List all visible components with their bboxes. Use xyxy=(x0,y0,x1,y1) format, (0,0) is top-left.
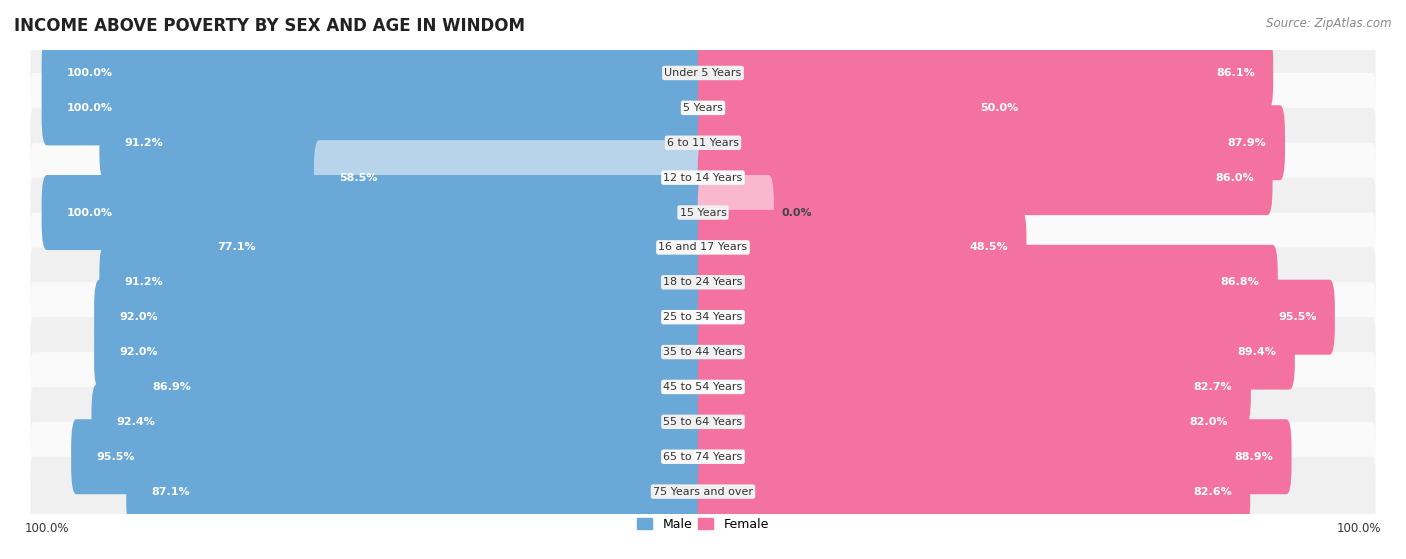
FancyBboxPatch shape xyxy=(697,140,1272,215)
Text: 89.4%: 89.4% xyxy=(1237,347,1277,357)
Text: 0.0%: 0.0% xyxy=(782,207,813,217)
Text: 16 and 17 Years: 16 and 17 Years xyxy=(658,243,748,253)
Text: INCOME ABOVE POVERTY BY SEX AND AGE IN WINDOM: INCOME ABOVE POVERTY BY SEX AND AGE IN W… xyxy=(14,17,524,35)
Text: 35 to 44 Years: 35 to 44 Years xyxy=(664,347,742,357)
Text: 55 to 64 Years: 55 to 64 Years xyxy=(664,417,742,427)
FancyBboxPatch shape xyxy=(697,35,1274,111)
Text: 87.1%: 87.1% xyxy=(152,486,190,496)
Text: 5 Years: 5 Years xyxy=(683,103,723,113)
FancyBboxPatch shape xyxy=(31,352,1375,422)
FancyBboxPatch shape xyxy=(42,175,709,250)
FancyBboxPatch shape xyxy=(697,315,1295,390)
FancyBboxPatch shape xyxy=(191,210,709,285)
FancyBboxPatch shape xyxy=(42,35,709,111)
Text: 100.0%: 100.0% xyxy=(66,68,112,78)
FancyBboxPatch shape xyxy=(697,385,1246,459)
FancyBboxPatch shape xyxy=(697,210,1026,285)
FancyBboxPatch shape xyxy=(314,140,709,215)
Text: 92.0%: 92.0% xyxy=(120,312,157,322)
Text: 77.1%: 77.1% xyxy=(217,243,256,253)
FancyBboxPatch shape xyxy=(94,315,709,390)
Text: 86.1%: 86.1% xyxy=(1216,68,1254,78)
Text: Source: ZipAtlas.com: Source: ZipAtlas.com xyxy=(1267,17,1392,30)
FancyBboxPatch shape xyxy=(91,385,709,459)
Text: 15 Years: 15 Years xyxy=(679,207,727,217)
Legend: Male, Female: Male, Female xyxy=(633,513,773,536)
Text: 65 to 74 Years: 65 to 74 Years xyxy=(664,452,742,462)
FancyBboxPatch shape xyxy=(31,317,1375,387)
Text: 92.0%: 92.0% xyxy=(120,347,157,357)
FancyBboxPatch shape xyxy=(31,73,1375,143)
Text: 48.5%: 48.5% xyxy=(970,243,1008,253)
FancyBboxPatch shape xyxy=(31,387,1375,457)
FancyBboxPatch shape xyxy=(31,143,1375,212)
Text: 88.9%: 88.9% xyxy=(1234,452,1274,462)
FancyBboxPatch shape xyxy=(697,245,1278,320)
FancyBboxPatch shape xyxy=(697,175,773,250)
Text: 86.0%: 86.0% xyxy=(1216,173,1254,183)
FancyBboxPatch shape xyxy=(128,349,709,424)
Text: 95.5%: 95.5% xyxy=(96,452,135,462)
FancyBboxPatch shape xyxy=(31,38,1375,108)
FancyBboxPatch shape xyxy=(697,280,1334,354)
FancyBboxPatch shape xyxy=(31,422,1375,491)
Text: 100.0%: 100.0% xyxy=(66,207,112,217)
Text: 86.8%: 86.8% xyxy=(1220,277,1260,287)
FancyBboxPatch shape xyxy=(697,454,1250,529)
FancyBboxPatch shape xyxy=(31,212,1375,282)
FancyBboxPatch shape xyxy=(697,105,1285,180)
Text: 91.2%: 91.2% xyxy=(124,138,163,148)
Text: 75 Years and over: 75 Years and over xyxy=(652,486,754,496)
Text: 82.6%: 82.6% xyxy=(1194,486,1232,496)
FancyBboxPatch shape xyxy=(697,419,1292,494)
FancyBboxPatch shape xyxy=(72,419,709,494)
Text: 50.0%: 50.0% xyxy=(980,103,1018,113)
Text: 25 to 34 Years: 25 to 34 Years xyxy=(664,312,742,322)
FancyBboxPatch shape xyxy=(31,282,1375,352)
FancyBboxPatch shape xyxy=(94,280,709,354)
Text: 45 to 54 Years: 45 to 54 Years xyxy=(664,382,742,392)
FancyBboxPatch shape xyxy=(697,70,1036,145)
FancyBboxPatch shape xyxy=(697,349,1251,424)
Text: 58.5%: 58.5% xyxy=(339,173,377,183)
Text: Under 5 Years: Under 5 Years xyxy=(665,68,741,78)
FancyBboxPatch shape xyxy=(100,245,709,320)
Text: 86.9%: 86.9% xyxy=(152,382,191,392)
FancyBboxPatch shape xyxy=(42,70,709,145)
Text: 92.4%: 92.4% xyxy=(117,417,155,427)
Text: 82.7%: 82.7% xyxy=(1194,382,1233,392)
FancyBboxPatch shape xyxy=(127,454,709,529)
Text: 18 to 24 Years: 18 to 24 Years xyxy=(664,277,742,287)
FancyBboxPatch shape xyxy=(31,108,1375,178)
Text: 87.9%: 87.9% xyxy=(1227,138,1267,148)
FancyBboxPatch shape xyxy=(31,457,1375,527)
Text: 95.5%: 95.5% xyxy=(1278,312,1316,322)
Text: 100.0%: 100.0% xyxy=(66,103,112,113)
Text: 12 to 14 Years: 12 to 14 Years xyxy=(664,173,742,183)
Text: 6 to 11 Years: 6 to 11 Years xyxy=(666,138,740,148)
FancyBboxPatch shape xyxy=(31,178,1375,248)
FancyBboxPatch shape xyxy=(31,248,1375,317)
FancyBboxPatch shape xyxy=(100,105,709,180)
Text: 91.2%: 91.2% xyxy=(124,277,163,287)
Text: 82.0%: 82.0% xyxy=(1189,417,1227,427)
